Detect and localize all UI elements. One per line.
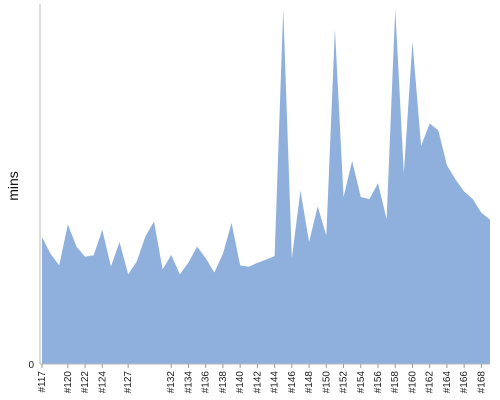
x-tick-label: #148 [304, 371, 315, 394]
x-axis-ticks: #117 #120 #122 #124 #127 #132 #134 #136 #138 #140… [37, 364, 487, 393]
x-tick-label: #127 [123, 371, 134, 394]
x-tick-label: #124 [97, 371, 108, 394]
x-tick-label: #160 [407, 371, 418, 394]
y-axis-label: mins [5, 171, 21, 201]
x-tick-label: #150 [321, 371, 332, 394]
x-tick-label: #146 [287, 371, 298, 394]
x-tick-label: #122 [80, 371, 91, 394]
x-tick-label: #140 [235, 371, 246, 394]
x-tick-label: #134 [183, 371, 194, 394]
y-tick-label-0: 0 [28, 360, 34, 371]
area-series [42, 9, 490, 364]
x-tick-label: #144 [270, 371, 281, 394]
x-tick-label: #136 [201, 371, 212, 394]
x-tick-label: #120 [63, 371, 74, 394]
x-tick-label: #156 [373, 371, 384, 394]
x-tick-label: #142 [252, 371, 263, 394]
x-tick-label: #138 [218, 371, 229, 394]
x-tick-label: #166 [459, 371, 470, 394]
x-tick-label: #158 [390, 371, 401, 394]
x-tick-label: #162 [425, 371, 436, 394]
x-tick-label: #168 [476, 371, 487, 394]
x-tick-label: #152 [339, 371, 350, 394]
x-tick-label: #132 [166, 371, 177, 394]
x-tick-label: #154 [356, 371, 367, 394]
x-tick-label: #117 [37, 371, 48, 393]
x-tick-label: #164 [442, 371, 453, 394]
